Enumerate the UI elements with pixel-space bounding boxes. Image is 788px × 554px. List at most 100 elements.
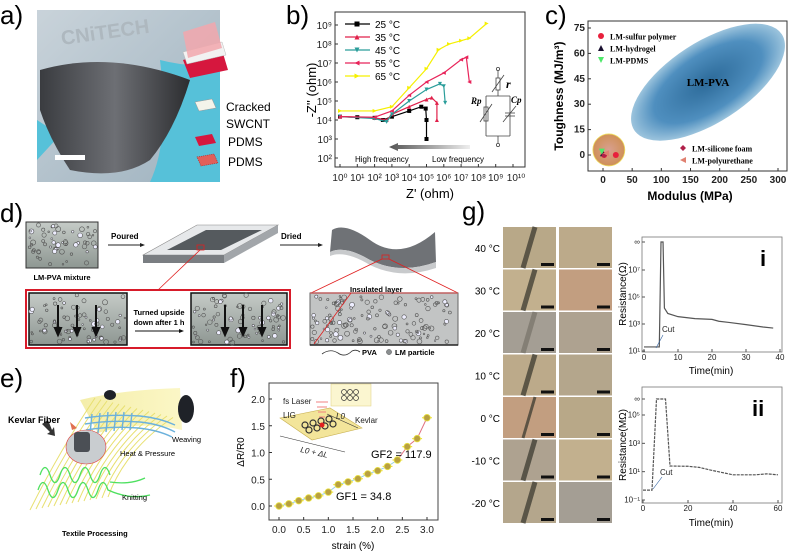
scale-bar (541, 518, 554, 521)
legend-label: 25 °C (375, 20, 400, 31)
lm-particle (425, 306, 431, 312)
data-point (389, 114, 394, 119)
lm-particle (123, 316, 126, 320)
lm-particle (414, 313, 419, 317)
l0-label: L0 (336, 412, 345, 421)
lm-particle (408, 332, 414, 337)
y-tick-label: 10⁸ (317, 40, 332, 51)
weaving-label: Weaving (172, 435, 201, 444)
lm-particle (315, 320, 320, 325)
lig-label: LIG (283, 411, 296, 420)
x-tick-label: 20 (708, 353, 717, 362)
panel-g: g) 40 °C30 °C20 °C10 °C0 °C-10 °C-20 °C … (462, 196, 785, 529)
lm-particle (59, 249, 65, 255)
lm-particle (68, 337, 72, 341)
x-tick-label: 3.0 (420, 525, 434, 536)
healed-micrograph (559, 397, 612, 438)
lm-particle (251, 315, 256, 320)
lm-particle (334, 300, 340, 307)
y-axis-label: ΔR/R0 (236, 437, 247, 467)
soft-materials-region (592, 133, 626, 167)
lm-particle (378, 308, 382, 312)
dried-label: Dried (281, 232, 302, 241)
x-axis-label: Z' (ohm) (406, 186, 454, 201)
lm-particle (433, 339, 437, 342)
data-point (324, 488, 333, 496)
data-point (612, 152, 619, 158)
y-tick-label: 10¹ (628, 467, 640, 476)
lm-particle (387, 330, 394, 336)
scale-bar (597, 475, 610, 479)
lm-particle (28, 236, 32, 240)
data-point (383, 462, 392, 471)
crack (520, 226, 538, 269)
lm-particle (405, 322, 409, 326)
lm-particle (81, 312, 87, 317)
y-tick-label: 10⁷ (628, 266, 640, 275)
lm-particle (358, 339, 361, 342)
lm-particle (213, 304, 218, 309)
textile-processing-label: Textile Processing (62, 529, 128, 538)
lm-particle (247, 333, 250, 337)
lm-particle (353, 329, 358, 334)
lm-particle (105, 316, 110, 321)
lm-particle (329, 335, 332, 338)
lm-particle (359, 295, 363, 299)
panel-b: b) 10⁰ 10¹ 10² 10³ 10⁴ 10⁵ 10⁶ 10⁷ 10⁸ 10⁹ 10¹⁰10²… (286, 0, 526, 201)
data-point (338, 114, 342, 119)
lm-particle (56, 338, 63, 345)
lm-particle (325, 316, 329, 321)
data-point (467, 80, 472, 84)
lm-particle (41, 232, 47, 238)
heat-pressure-label: Heat & Pressure (120, 449, 175, 458)
legend-marker (598, 45, 604, 51)
x-tick-label: 250 (740, 175, 757, 186)
lm-particle (64, 315, 71, 322)
lm-particle (325, 338, 330, 343)
lm-particle (363, 331, 366, 335)
healed-micrograph (559, 439, 612, 481)
x-tick-label: 10² (367, 173, 382, 184)
pdms-layer-icon (195, 134, 216, 146)
healed-micrograph (559, 227, 612, 268)
data-point (373, 466, 382, 475)
resistance-line (643, 398, 779, 491)
lm-particle (120, 294, 126, 299)
crack (520, 268, 538, 312)
lm-particle (191, 325, 195, 329)
y-tick-label: 10⁻¹ (624, 496, 640, 505)
lm-particle (197, 314, 201, 317)
mold-tray (141, 224, 280, 263)
lm-particle (425, 298, 430, 302)
lm-particle (228, 316, 233, 321)
lm-particle (39, 329, 42, 333)
lm-particle (266, 315, 271, 321)
data-point (295, 496, 303, 505)
lm-particle (218, 299, 223, 304)
data-point (354, 475, 362, 483)
y-tick-label: 10⁷ (317, 59, 332, 70)
lm-particle (115, 319, 121, 325)
lm-particle (86, 340, 90, 344)
lm-particle (29, 306, 35, 312)
temperature-label: 0 °C (480, 414, 500, 425)
crack (520, 353, 538, 397)
lm-particle (423, 323, 429, 329)
circuit-r-label: r (506, 77, 511, 91)
lm-particle (313, 339, 319, 345)
lm-particle (61, 263, 65, 266)
lm-particle (428, 326, 431, 330)
lm-particle (195, 335, 200, 340)
y-tick-label: 10⁵ (628, 293, 640, 302)
y-tick-label: 0 (579, 150, 585, 161)
lm-particle (410, 335, 416, 341)
lm-particle (366, 309, 371, 314)
lm-particle (331, 320, 336, 325)
data-point (447, 42, 452, 46)
gf1-label: GF1 = 34.8 (336, 491, 391, 503)
y-tick-label: 10¹ (628, 347, 640, 356)
cut-annotation-i: Cut (662, 325, 675, 334)
lm-particle (420, 326, 425, 331)
lm-particle (60, 306, 64, 310)
